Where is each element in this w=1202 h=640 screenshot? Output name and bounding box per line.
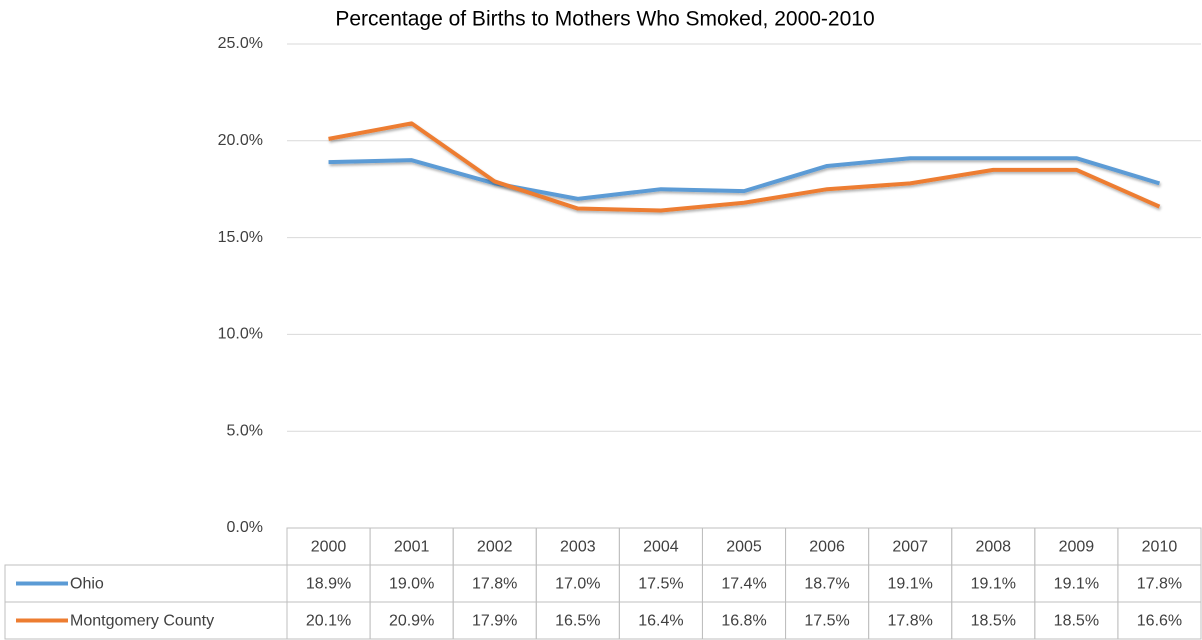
y-tick-label: 0.0% xyxy=(227,519,263,536)
series-line xyxy=(328,121,1161,213)
data-label: 19.1% xyxy=(1054,576,1099,593)
x-tick-label: 2004 xyxy=(643,539,679,556)
data-label: 17.8% xyxy=(887,613,932,630)
data-label: 16.5% xyxy=(555,613,600,630)
data-label: 17.5% xyxy=(804,613,849,630)
legend-label: Montgomery County xyxy=(70,613,214,630)
data-label: 17.9% xyxy=(472,613,517,630)
data-label: 17.5% xyxy=(638,576,683,593)
data-label: 18.5% xyxy=(1054,613,1099,630)
x-tick-label: 2006 xyxy=(809,539,845,556)
x-tick-label: 2009 xyxy=(1059,539,1095,556)
x-tick-label: 2008 xyxy=(975,539,1011,556)
data-label: 18.5% xyxy=(971,613,1016,630)
data-label: 17.0% xyxy=(555,576,600,593)
x-tick-label: 2010 xyxy=(1142,539,1178,556)
data-label: 16.4% xyxy=(638,613,683,630)
legend-label: Ohio xyxy=(70,576,104,593)
x-tick-label: 2002 xyxy=(477,539,513,556)
x-tick-label: 2000 xyxy=(311,539,347,556)
data-label: 20.1% xyxy=(306,613,351,630)
data-label: 17.4% xyxy=(721,576,766,593)
x-tick-label: 2005 xyxy=(726,539,762,556)
table-cell xyxy=(1117,601,1202,640)
y-tick-label: 5.0% xyxy=(227,422,263,439)
data-label: 19.1% xyxy=(887,576,932,593)
data-label: 16.8% xyxy=(721,613,766,630)
data-label: 20.9% xyxy=(389,613,434,630)
data-label: 19.0% xyxy=(389,576,434,593)
series-line xyxy=(328,156,1161,201)
chart-title: Percentage of Births to Mothers Who Smok… xyxy=(335,8,874,31)
data-label: 18.7% xyxy=(804,576,849,593)
data-label: 18.9% xyxy=(306,576,351,593)
x-tick-label: 2001 xyxy=(394,539,430,556)
data-label: 19.1% xyxy=(971,576,1016,593)
data-label: 17.8% xyxy=(472,576,517,593)
data-label: 17.8% xyxy=(1137,576,1182,593)
y-tick-label: 20.0% xyxy=(218,132,263,149)
data-label: 16.6% xyxy=(1137,613,1182,630)
x-tick-label: 2003 xyxy=(560,539,596,556)
x-tick-label: 2007 xyxy=(892,539,928,556)
y-tick-label: 25.0% xyxy=(218,35,263,52)
y-tick-label: 10.0% xyxy=(218,326,263,343)
y-tick-label: 15.0% xyxy=(218,229,263,246)
